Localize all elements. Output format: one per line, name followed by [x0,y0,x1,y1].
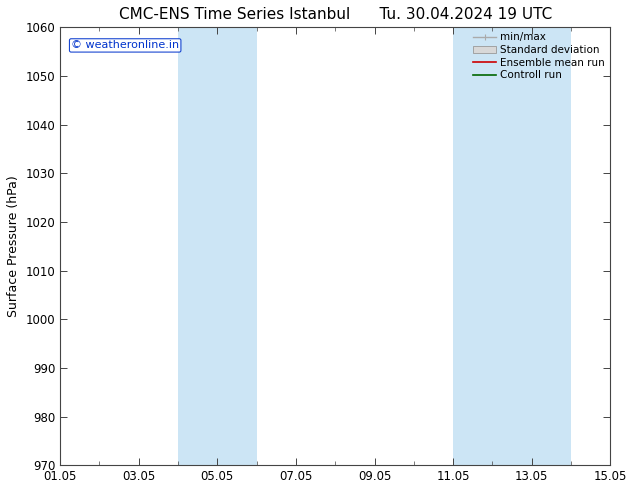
Legend: min/max, Standard deviation, Ensemble mean run, Controll run: min/max, Standard deviation, Ensemble me… [471,30,607,82]
Y-axis label: Surface Pressure (hPa): Surface Pressure (hPa) [7,175,20,317]
Bar [453,27,571,465]
Title: CMC-ENS Time Series Istanbul      Tu. 30.04.2024 19 UTC: CMC-ENS Time Series Istanbul Tu. 30.04.2… [119,7,552,22]
Bar [178,27,257,465]
Text: © weatheronline.in: © weatheronline.in [71,40,179,50]
